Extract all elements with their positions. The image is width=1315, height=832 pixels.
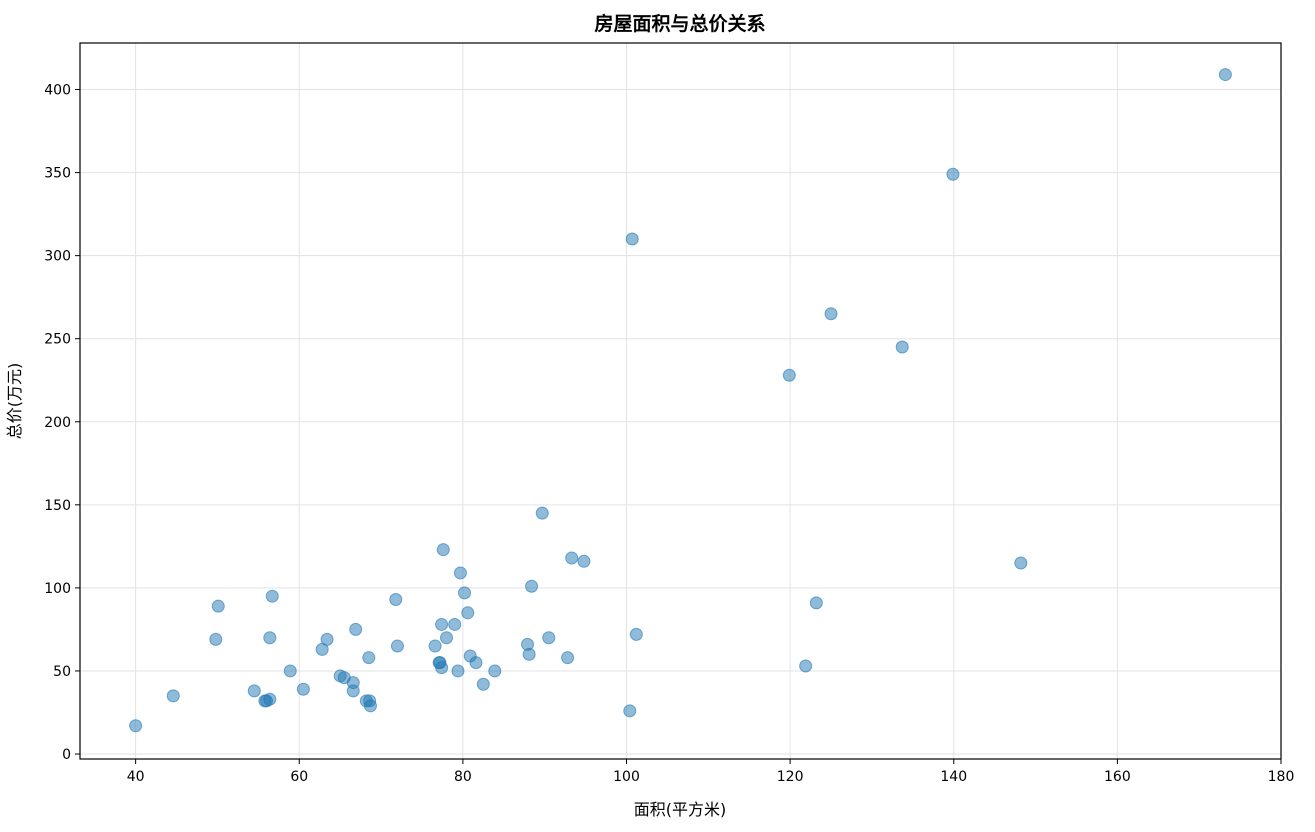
data-point	[320, 632, 334, 646]
data-point	[428, 639, 442, 653]
data-point	[577, 554, 591, 568]
data-point	[263, 692, 277, 706]
y-tick-label: 50	[53, 664, 71, 680]
x-axis-label: 面积(平方米)	[634, 800, 727, 819]
data-point	[809, 596, 823, 610]
data-point	[476, 677, 490, 691]
y-tick-label: 400	[44, 83, 71, 99]
data-point	[453, 566, 467, 580]
data-point	[362, 651, 376, 665]
data-point	[346, 684, 360, 698]
data-point	[824, 307, 838, 321]
data-point	[895, 340, 909, 354]
data-point	[209, 632, 223, 646]
y-axis: 0 50 100 150 200 250 300 350 400	[44, 83, 80, 763]
grid-lines	[80, 43, 1282, 759]
data-point	[623, 704, 637, 718]
data-point	[211, 599, 225, 613]
y-tick-label: 300	[44, 249, 71, 265]
y-tick-label: 350	[44, 166, 71, 182]
data-point	[349, 622, 363, 636]
x-tick-label: 120	[777, 769, 804, 785]
x-tick-label: 60	[290, 769, 308, 785]
data-point	[166, 689, 180, 703]
data-point	[525, 579, 539, 593]
data-point	[247, 684, 261, 698]
data-point	[1218, 68, 1232, 82]
data-point	[565, 551, 579, 565]
y-tick-label: 250	[44, 332, 71, 348]
x-tick-label: 100	[613, 769, 640, 785]
data-point	[625, 232, 639, 246]
x-tick-label: 160	[1104, 769, 1131, 785]
data-point	[561, 651, 575, 665]
data-point	[390, 639, 404, 653]
chart-title: 房屋面积与总价关系	[594, 12, 765, 35]
x-tick-label: 140	[940, 769, 967, 785]
data-point	[435, 661, 449, 675]
data-point	[435, 617, 449, 631]
data-point	[629, 627, 643, 641]
data-point	[389, 593, 403, 607]
data-point	[263, 631, 277, 645]
data-point	[265, 589, 279, 603]
data-point	[129, 719, 143, 733]
y-tick-label: 0	[62, 747, 71, 763]
y-tick-label: 200	[44, 415, 71, 431]
data-point	[522, 647, 536, 661]
data-point	[448, 617, 462, 631]
plot-frame	[79, 42, 1282, 760]
data-point	[458, 586, 472, 600]
data-point	[440, 631, 454, 645]
data-point	[535, 506, 549, 520]
x-tick-label: 80	[454, 769, 472, 785]
data-point	[283, 664, 297, 678]
data-point	[782, 368, 796, 382]
data-point	[1014, 556, 1028, 570]
x-tick-label: 40	[127, 769, 145, 785]
y-tick-label: 100	[44, 581, 71, 597]
data-points	[129, 68, 1232, 733]
x-tick-label: 180	[1268, 769, 1295, 785]
data-point	[946, 167, 960, 181]
data-point	[363, 699, 377, 713]
data-point	[542, 631, 556, 645]
y-axis-label: 总价(万元)	[5, 363, 24, 440]
data-point	[799, 659, 813, 673]
data-point	[469, 656, 483, 670]
data-point	[461, 606, 475, 620]
data-point	[488, 664, 502, 678]
data-point	[436, 543, 450, 557]
y-tick-label: 150	[44, 498, 71, 514]
data-point	[451, 664, 465, 678]
data-point	[296, 682, 310, 696]
x-axis: 40 60 80 100 120 140 160 180	[127, 759, 1295, 785]
